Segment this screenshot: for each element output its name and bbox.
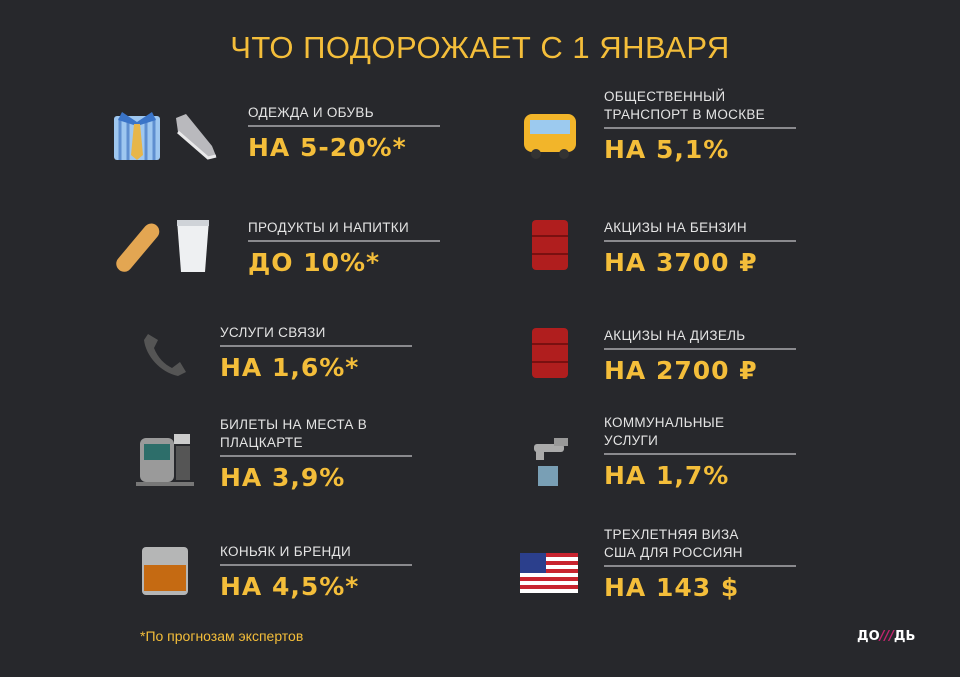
item-diesel: АКЦИЗЫ НА ДИЗЕЛЬ НА 2700 ₽ (604, 327, 796, 385)
item-transport: ОБЩЕСТВЕННЫЙ ТРАНСПОРТ В МОСКВЕ НА 5,1% (604, 88, 796, 164)
item-utilities: КОММУНАЛЬНЫЕ УСЛУГИ НА 1,7% (604, 414, 796, 490)
telephone-icon (144, 334, 186, 376)
item-value: НА 3,9% (220, 463, 346, 492)
item-cognac: КОНЬЯК И БРЕНДИ НА 4,5%* (220, 543, 412, 601)
item-food: ПРОДУКТЫ И НАПИТКИ ДО 10%* (248, 219, 440, 277)
item-value: НА 4,5%* (220, 572, 360, 601)
item-telecom: УСЛУГИ СВЯЗИ НА 1,6%* (220, 324, 412, 382)
item-petrol: АКЦИЗЫ НА БЕНЗИН НА 3700 ₽ (604, 219, 796, 277)
item-label: КОММУНАЛЬНЫЕ УСЛУГИ (604, 415, 725, 448)
footnote: *По прогнозам экспертов (140, 628, 304, 644)
item-value: ДО 10%* (248, 248, 381, 277)
item-value: НА 2700 ₽ (604, 356, 758, 385)
item-value: НА 1,6%* (220, 353, 360, 382)
item-label: БИЛЕТЫ НА МЕСТА В ПЛАЦКАРТЕ (220, 417, 368, 450)
item-value: НА 5-20%* (248, 133, 407, 162)
item-label: УСЛУГИ СВЯЗИ (220, 324, 412, 347)
bus-icon (524, 114, 576, 159)
item-label: ОБЩЕСТВЕННЫЙ ТРАНСПОРТ В МОСКВЕ (604, 88, 796, 129)
us-flag-icon (520, 553, 578, 593)
item-label: КОНЬЯК И БРЕНДИ (220, 543, 412, 566)
oil-barrel-icon (532, 220, 568, 270)
milk-glass-icon (177, 220, 209, 272)
divider (604, 565, 796, 567)
dozhd-logo: ДО///ДЬ (857, 629, 916, 644)
sneaker-icon (176, 114, 217, 160)
shirt-tie-icon (114, 112, 160, 160)
bread-icon (116, 223, 160, 272)
item-label: ТРЕХЛЕТНЯЯ ВИЗА США ДЛЯ РОССИЯН (604, 527, 743, 560)
item-label: ПРОДУКТЫ И НАПИТКИ (248, 219, 440, 242)
item-visa: ТРЕХЛЕТНЯЯ ВИЗА США ДЛЯ РОССИЯН НА 143 $ (604, 526, 796, 602)
item-label: АКЦИЗЫ НА ДИЗЕЛЬ (604, 327, 796, 350)
item-value: НА 3700 ₽ (604, 248, 758, 277)
item-train-tickets: БИЛЕТЫ НА МЕСТА В ПЛАЦКАРТЕ НА 3,9% (220, 416, 412, 492)
page-title: ЧТО ПОДОРОЖАЕТ С 1 ЯНВАРЯ (230, 30, 730, 65)
item-value: НА 5,1% (604, 135, 730, 164)
item-clothes: ОДЕЖДА И ОБУВЬ НА 5-20%* (248, 104, 440, 162)
item-label: ОДЕЖДА И ОБУВЬ (248, 104, 440, 127)
divider (604, 453, 796, 455)
divider (220, 455, 412, 457)
item-value: НА 1,7% (604, 461, 730, 490)
oil-barrel-icon (532, 328, 568, 378)
whiskey-glass-icon (142, 547, 188, 595)
water-tap-icon (534, 438, 568, 486)
train-icon (136, 434, 194, 486)
item-value: НА 143 $ (604, 573, 740, 602)
item-label: АКЦИЗЫ НА БЕНЗИН (604, 219, 796, 242)
